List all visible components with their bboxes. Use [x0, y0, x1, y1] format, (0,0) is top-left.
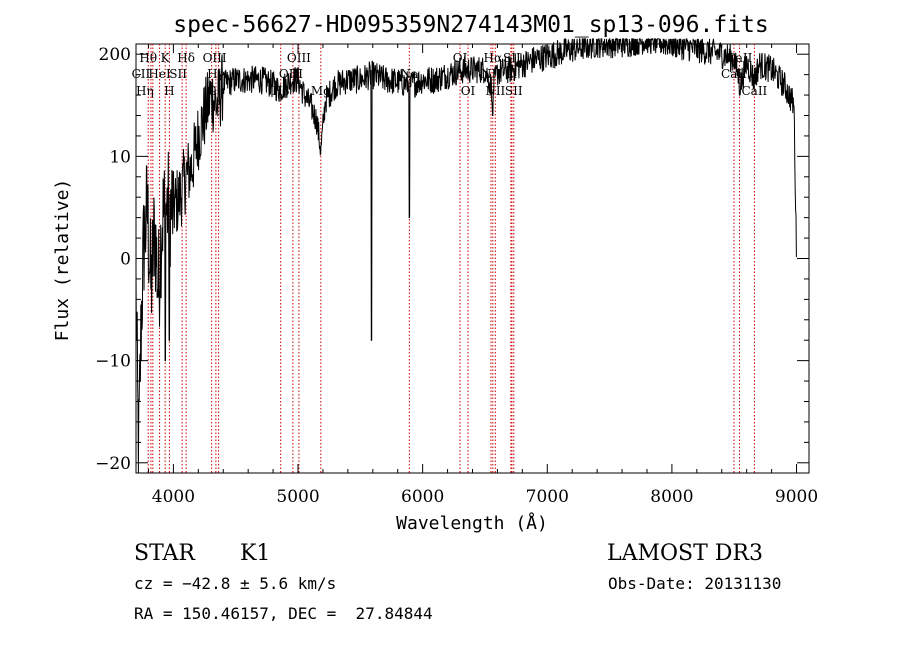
line-marker-label-23: SII — [505, 84, 523, 98]
line-marker-label-3: HeI — [148, 67, 171, 81]
line-marker-labels: Hθ CII Hη HeI K H SII Hδ G OIII Hγ Hβ OIII OIII Mg Na OI… — [132, 51, 768, 98]
spectrum-line — [135, 37, 797, 474]
line-marker-label-24: CaII — [721, 67, 747, 81]
line-marker-label-11: Hβ — [272, 84, 289, 98]
line-marker-label-17: OI — [461, 84, 476, 98]
ra-dec: RA = 150.46157, DEC = 27.84844 — [134, 604, 433, 623]
x-tick-label-3: 7000 — [526, 487, 569, 507]
line-marker-label-15: Na — [400, 67, 418, 81]
line-marker-label-18: NII — [481, 67, 501, 81]
y-tick-label-2: 0 — [120, 250, 131, 270]
line-marker-label-6: SII — [169, 67, 187, 81]
x-tick-label-1: 5000 — [276, 487, 319, 507]
line-marker-lines — [147, 44, 755, 473]
line-marker-label-0: Hθ — [139, 51, 157, 65]
x-tick-label-2: 6000 — [401, 487, 444, 507]
x-axis-label: Wavelength (Å) — [396, 512, 548, 534]
line-marker-label-12: OIII — [279, 67, 303, 81]
line-marker-label-13: OIII — [287, 51, 311, 65]
y-tick-labels: −20 −10 0 10 200 — [95, 45, 131, 474]
object-subclass: K1 — [240, 541, 270, 566]
line-marker-label-4: K — [161, 51, 171, 65]
y-tick-label-3: 10 — [109, 147, 131, 167]
line-marker-label-26: CaII — [741, 84, 767, 98]
line-marker-label-14: Mg — [311, 84, 331, 98]
x-tick-label-5: 9000 — [775, 487, 818, 507]
x-tick-labels: 4000 5000 6000 7000 8000 9000 — [152, 487, 818, 507]
obs-date: Obs-Date: 20131130 — [608, 574, 781, 593]
axis-ticks — [136, 44, 809, 473]
line-marker-label-25: CaII — [727, 51, 753, 65]
y-axis-label: Flux (relative) — [52, 179, 73, 342]
line-marker-label-19: Hα — [484, 51, 503, 65]
spectrum-series — [135, 37, 797, 474]
chart-title: spec-56627-HD095359N274143M01_sp13-096.f… — [173, 12, 768, 38]
survey-name: LAMOST DR3 — [607, 541, 763, 566]
line-marker-label-21: Li — [505, 67, 517, 81]
line-marker-label-9: OIII — [203, 51, 227, 65]
y-tick-label-4: 200 — [99, 45, 131, 65]
line-marker-label-2: Hη — [136, 84, 154, 98]
plot-frame — [135, 43, 810, 474]
line-marker-label-16: OI — [453, 51, 468, 65]
line-marker-label-7: Hδ — [177, 51, 195, 65]
object-class: STAR — [134, 541, 196, 566]
cz-value: cz = −42.8 ± 5.6 km/s — [134, 574, 336, 593]
y-tick-label-0: −20 — [95, 454, 131, 474]
line-marker-label-8: G — [207, 84, 217, 98]
line-marker-label-20: NII — [485, 84, 505, 98]
x-tick-label-0: 4000 — [152, 487, 195, 507]
line-marker-label-5: H — [164, 84, 174, 98]
line-marker-label-22: SII — [503, 51, 521, 65]
line-marker-label-10: Hγ — [207, 67, 225, 81]
y-tick-label-1: −10 — [95, 352, 131, 372]
x-tick-label-4: 8000 — [650, 487, 693, 507]
line-marker-label-1: CII — [132, 67, 151, 81]
